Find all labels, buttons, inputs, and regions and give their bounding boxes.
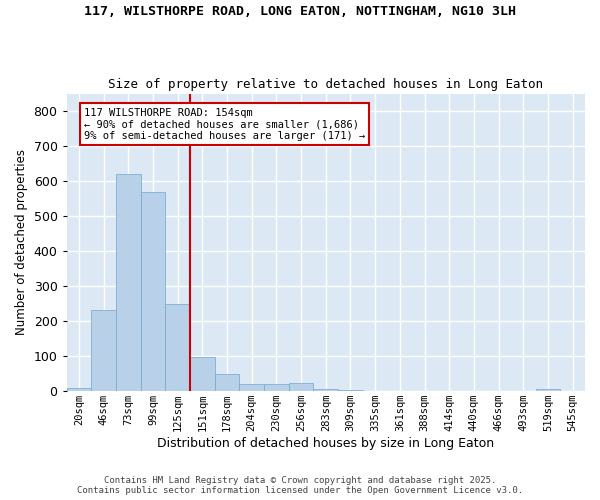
Bar: [536, 390, 560, 391]
Text: 117 WILSTHORPE ROAD: 154sqm
← 90% of detached houses are smaller (1,686)
9% of s: 117 WILSTHORPE ROAD: 154sqm ← 90% of det…: [84, 108, 365, 141]
Bar: [215, 374, 239, 391]
X-axis label: Distribution of detached houses by size in Long Eaton: Distribution of detached houses by size …: [157, 437, 494, 450]
Bar: [289, 384, 313, 391]
Bar: [338, 390, 363, 391]
Bar: [313, 388, 338, 391]
Bar: [166, 304, 190, 391]
Text: 117, WILSTHORPE ROAD, LONG EATON, NOTTINGHAM, NG10 3LH: 117, WILSTHORPE ROAD, LONG EATON, NOTTIN…: [84, 5, 516, 18]
Bar: [67, 388, 91, 391]
Bar: [116, 174, 140, 391]
Bar: [264, 384, 289, 391]
Y-axis label: Number of detached properties: Number of detached properties: [15, 150, 28, 336]
Bar: [140, 192, 166, 391]
Text: Contains HM Land Registry data © Crown copyright and database right 2025.
Contai: Contains HM Land Registry data © Crown c…: [77, 476, 523, 495]
Bar: [190, 357, 215, 391]
Bar: [239, 384, 264, 391]
Bar: [91, 310, 116, 391]
Title: Size of property relative to detached houses in Long Eaton: Size of property relative to detached ho…: [108, 78, 543, 91]
